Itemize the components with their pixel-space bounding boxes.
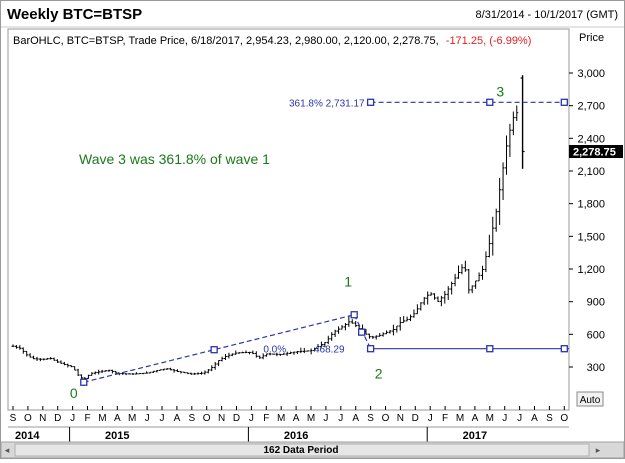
fib-trend-handle[interactable] (358, 328, 366, 336)
scroll-left-icon[interactable]: ◂ (5, 445, 10, 455)
fib-extension-tool (80, 98, 569, 386)
x-tick-label: D (233, 413, 240, 424)
plot-frame (7, 28, 570, 411)
wave-2-label: 2 (375, 366, 383, 382)
fib-lower-handle[interactable] (486, 345, 494, 353)
chart-title: Weekly BTC=BTSP (7, 6, 142, 23)
x-tick-label: A (114, 413, 121, 424)
x-tick-label: F (442, 413, 448, 424)
x-tick-label: O (382, 413, 390, 424)
y-tick-label: 1,200 (577, 264, 605, 276)
x-tick-label: J (145, 413, 150, 424)
x-tick-label: S (10, 413, 17, 424)
x-tick-label: M (456, 413, 464, 424)
x-tick-label: J (517, 413, 522, 424)
fib-lower-handle[interactable] (560, 345, 568, 353)
x-tick-label: J (249, 413, 254, 424)
y-tick-label: 2,400 (577, 133, 605, 145)
last-price-value: 2,278.75 (573, 147, 616, 159)
fib-trend-handle[interactable] (210, 346, 218, 354)
x-tick-label: S (546, 413, 553, 424)
fib-lower-percent-label: 0.0% (263, 345, 286, 356)
year-label: 2017 (463, 430, 487, 442)
year-label: 2014 (15, 430, 40, 442)
y-tick-label: 600 (587, 329, 605, 341)
x-tick-label: J (338, 413, 343, 424)
period-scrollbar-thumb[interactable] (14, 443, 590, 457)
data-period-label: 162 Data Period (263, 445, 338, 456)
y-tick-label: 300 (587, 362, 605, 374)
fib-lower-value-label: 468.29 (314, 345, 345, 356)
x-tick-label: A (174, 413, 181, 424)
y-tick-label: 1,800 (577, 199, 605, 211)
date-range: 8/31/2014 - 10/1/2017 (GMT) (476, 9, 618, 21)
x-tick-label: A (531, 413, 538, 424)
x-tick-label: O (560, 413, 568, 424)
x-tick-label: N (218, 413, 225, 424)
x-tick-label: J (70, 413, 75, 424)
wave-0-label: 0 (70, 385, 78, 401)
y-tick-label: 2,700 (577, 101, 605, 113)
x-tick-label: A (472, 413, 479, 424)
auto-scale-label: Auto (580, 395, 601, 406)
x-tick-label: N (397, 413, 404, 424)
fib-trend-handle[interactable] (80, 378, 88, 386)
price-axis-title: Price (579, 32, 604, 44)
x-tick-label: M (98, 413, 106, 424)
y-tick-label: 1,500 (577, 231, 605, 243)
fib-lower-handle[interactable] (366, 345, 375, 353)
x-tick-label: J (502, 413, 507, 424)
fib-upper-handle[interactable] (560, 98, 568, 106)
x-tick-label: A (293, 413, 300, 424)
info-line-ohlc: BarOHLC, BTC=BTSP, Trade Price, 6/18/201… (13, 35, 439, 47)
x-tick-label: O (203, 413, 211, 424)
last-price-tag: 2,278.75 (569, 145, 623, 159)
info-line: BarOHLC, BTC=BTSP, Trade Price, 6/18/201… (13, 35, 531, 47)
x-tick-label: O (24, 413, 32, 424)
auto-scale-button[interactable] (576, 391, 604, 407)
x-tick-label: D (54, 413, 61, 424)
price-bars (11, 75, 525, 380)
x-tick-label: D (412, 413, 419, 424)
x-axis: S O N D J F M A M J J A S O N D J F M A M J J A S O N D J F M A M J J A S O20… (8, 406, 569, 442)
y-tick-label: 2,100 (577, 166, 605, 178)
x-tick-label: M (128, 413, 136, 424)
fib-upper-handle[interactable] (486, 98, 494, 106)
x-tick-label: S (188, 413, 195, 424)
x-tick-label: J (323, 413, 328, 424)
fib-trend-line-1 (83, 314, 355, 383)
wave-1-label: 1 (344, 274, 352, 290)
wave-note: Wave 3 was 361.8% of wave 1 (79, 151, 270, 167)
x-tick-label: A (352, 413, 359, 424)
year-label: 2016 (284, 430, 308, 442)
year-label: 2015 (105, 430, 129, 442)
fib-upper-label: 361.8% 2,731.17 (289, 98, 365, 109)
y-tick-label: 900 (587, 297, 605, 309)
fib-upper-handle[interactable] (366, 98, 375, 106)
y-axis: 3,000 2,700 2,400 2,100 1,800 1,500 1,200 900 60… (569, 68, 605, 374)
wave-3-label: 3 (496, 83, 504, 99)
x-tick-label: M (277, 413, 285, 424)
last-price-tag-bg (569, 145, 623, 159)
info-line-change: -171.25, (-6.99%) (446, 35, 532, 47)
x-tick-label: M (307, 413, 315, 424)
x-tick-label: F (263, 413, 269, 424)
x-tick-label: J (428, 413, 433, 424)
fib-trend-handle[interactable] (350, 311, 358, 319)
x-tick-label: J (160, 413, 165, 424)
x-tick-label: N (39, 413, 46, 424)
scroll-right-icon[interactable]: ▸ (596, 445, 601, 455)
x-tick-label: F (84, 413, 90, 424)
x-tick-label: S (367, 413, 374, 424)
y-tick-label: 3,000 (577, 68, 605, 80)
x-tick-label: M (486, 413, 494, 424)
